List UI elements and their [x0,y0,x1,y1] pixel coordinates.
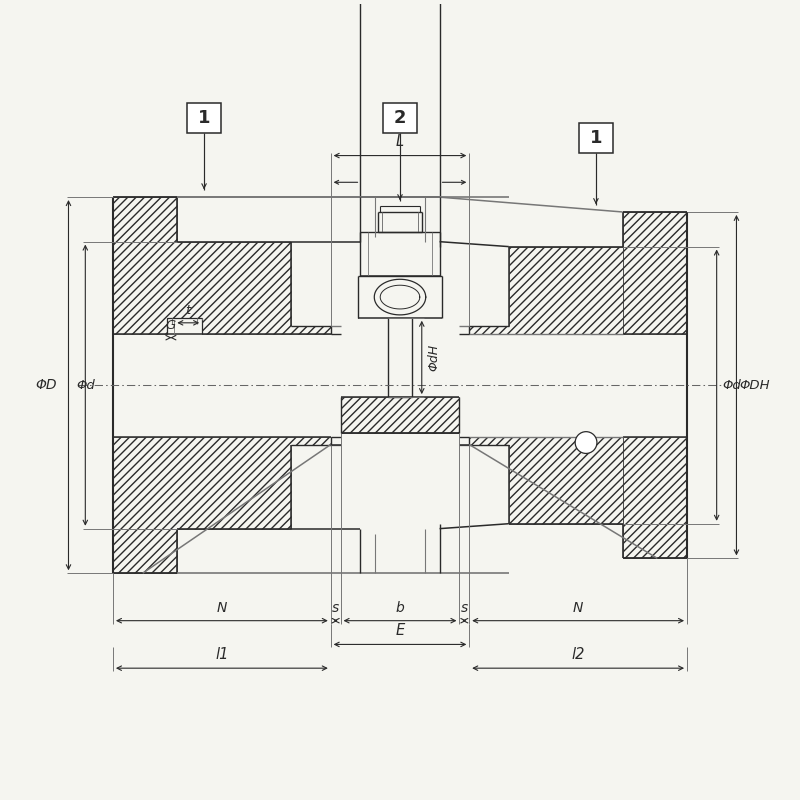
Text: ΦDH: ΦDH [739,378,770,392]
Text: s: s [332,601,339,614]
Text: 1: 1 [198,109,210,127]
Text: Φd: Φd [76,378,94,392]
Text: N: N [573,601,583,614]
FancyBboxPatch shape [383,103,417,133]
Text: t: t [186,304,191,317]
Text: ΦD: ΦD [35,378,57,392]
Text: l1: l1 [215,647,229,662]
Text: b: b [396,601,404,614]
Text: l2: l2 [571,647,585,662]
Text: N: N [217,601,227,614]
FancyBboxPatch shape [187,103,221,133]
Text: G: G [166,318,176,332]
Text: s: s [461,601,468,614]
Text: 2: 2 [394,109,406,127]
FancyBboxPatch shape [579,123,613,153]
Text: 1: 1 [590,129,602,146]
Circle shape [575,432,597,454]
Text: ΦdH: ΦdH [428,344,441,371]
Text: Φd: Φd [722,378,742,392]
Text: E: E [395,623,405,638]
Text: L: L [396,134,404,149]
